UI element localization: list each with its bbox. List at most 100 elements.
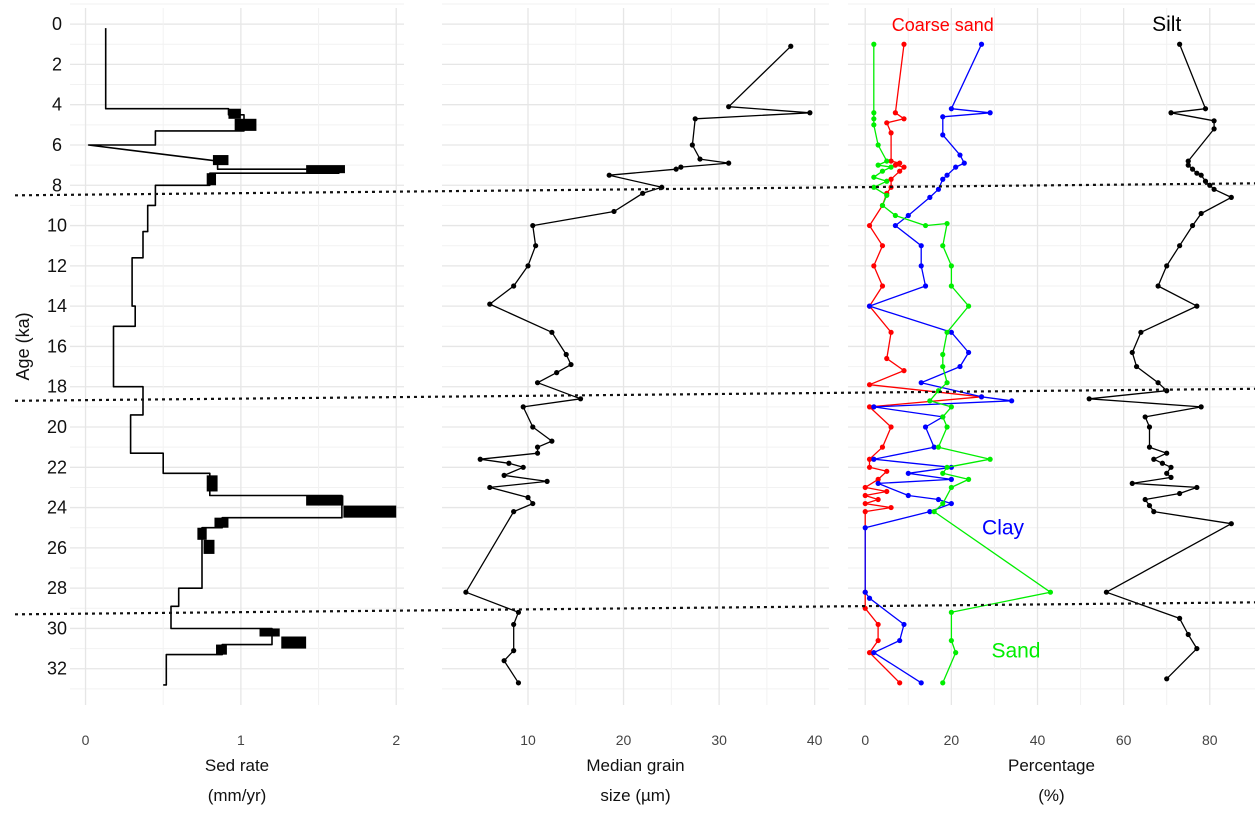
series-sand-point	[884, 192, 890, 198]
series-silt-point	[1177, 243, 1183, 249]
series-sand-point	[948, 637, 954, 644]
y-tick-label: 22	[47, 457, 67, 477]
series-coarse-sand-point	[884, 355, 890, 362]
series-silt-point	[1189, 166, 1196, 172]
series-clay-point	[866, 303, 873, 309]
series-silt-point	[1194, 484, 1200, 491]
y-tick-label: 0	[52, 14, 62, 34]
y-tick-label: 4	[52, 95, 62, 115]
series-clay-point	[978, 41, 985, 47]
series-sand-point	[944, 464, 950, 470]
series-median-grain-size-point	[533, 243, 539, 249]
series-coarse-sand-point	[862, 500, 868, 507]
y-tick-label: 10	[47, 216, 67, 236]
series-silt-point	[1194, 170, 1200, 176]
series-sand-point	[884, 158, 890, 164]
series-silt-point	[1185, 631, 1191, 638]
series-silt-point	[1146, 424, 1153, 430]
series-median-grain-size-point	[563, 351, 569, 358]
series-sand-point	[944, 329, 950, 335]
series-silt-point	[1155, 380, 1161, 386]
series-sand-point	[884, 178, 890, 184]
series-sand-point	[871, 122, 877, 128]
series-coarse-sand-point	[884, 120, 890, 126]
series-clay-point	[905, 212, 911, 219]
series-sand-point	[940, 414, 946, 420]
uncertainty-box	[343, 505, 397, 518]
annotation-clay: Clay	[982, 517, 1025, 540]
series-sand-point	[940, 363, 946, 370]
x-tick-label: 0	[861, 732, 869, 748]
series-clay-point	[948, 500, 954, 507]
series-coarse-sand-point	[888, 329, 894, 335]
series-clay-point	[862, 589, 868, 595]
series-median-grain-size-point	[511, 509, 517, 515]
series-clay-point	[871, 650, 877, 656]
uncertainty-box	[234, 118, 257, 131]
y-tick-label: 30	[47, 618, 67, 638]
series-clay-point	[901, 621, 907, 628]
series-coarse-sand-point	[888, 424, 894, 430]
series-median-grain-size-point	[788, 43, 794, 49]
series-coarse-sand-point	[875, 621, 881, 628]
series-median-grain-size-point	[549, 438, 555, 444]
series-clay-point	[927, 509, 933, 515]
series-coarse-sand-point	[897, 680, 903, 686]
series-median-grain-size-point	[501, 658, 507, 664]
series-median-grain-size-point	[697, 156, 703, 162]
series-clay-point	[935, 186, 942, 192]
series-silt-point	[1155, 283, 1161, 289]
series-median-grain-size-point	[726, 104, 732, 110]
series-clay-point	[918, 263, 924, 269]
series-silt-point	[1211, 118, 1217, 124]
series-median-grain-size-point	[525, 263, 531, 269]
series-sand-point	[948, 263, 954, 269]
y-tick-label: 16	[47, 336, 67, 356]
series-coarse-sand-point	[862, 509, 868, 515]
series-median-grain-size-point	[525, 494, 531, 501]
series-clay-point	[922, 283, 929, 289]
series-median-grain-size-point	[511, 283, 517, 289]
y-tick-label: 26	[47, 538, 67, 558]
series-silt-point	[1151, 509, 1157, 515]
y-tick-label: 32	[47, 659, 67, 679]
series-silt-point	[1142, 414, 1148, 420]
series-coarse-sand-point	[866, 222, 873, 229]
series-sand-point	[875, 162, 881, 168]
series-silt-point	[1129, 480, 1135, 487]
series-silt-point	[1228, 194, 1234, 200]
series-silt-point	[1086, 396, 1092, 402]
series-sand-point	[944, 424, 950, 430]
series-sand-point	[987, 456, 993, 462]
series-silt-point	[1164, 676, 1170, 682]
x-axis-label: Percentage	[1008, 756, 1095, 775]
series-silt-point	[1202, 178, 1209, 184]
series-coarse-sand-point	[901, 164, 907, 170]
series-median-grain-size-line	[465, 45, 811, 684]
series-median-grain-size-point	[606, 172, 612, 178]
series-sand-point	[922, 222, 929, 229]
series-median-grain-size-point	[534, 450, 541, 456]
series-clay-point	[944, 172, 950, 178]
series-median-grain-size-point	[673, 166, 679, 172]
x-tick-label: 40	[807, 732, 823, 748]
series-silt-point	[1177, 490, 1183, 497]
series-sand-point	[940, 351, 946, 358]
series-clay-point	[922, 424, 929, 430]
series-median-grain-size-point	[544, 478, 550, 484]
series-sand-point	[931, 509, 937, 515]
x-tick-label: 10	[520, 732, 536, 748]
series-sand-point	[944, 220, 950, 227]
y-tick-label: 28	[47, 578, 67, 598]
series-sand-point	[871, 184, 877, 190]
series-clay-point	[905, 470, 911, 476]
series-silt-point	[1211, 126, 1217, 132]
series-clay-line	[864, 44, 1013, 684]
series-median-grain-size-point	[692, 116, 698, 122]
series-sand-point	[935, 444, 942, 450]
x-axis-label: size (µm)	[600, 786, 670, 805]
x-axis-label: Sed rate	[205, 756, 269, 775]
x-tick-label: 1	[237, 732, 245, 748]
series-silt-point	[1133, 363, 1140, 370]
